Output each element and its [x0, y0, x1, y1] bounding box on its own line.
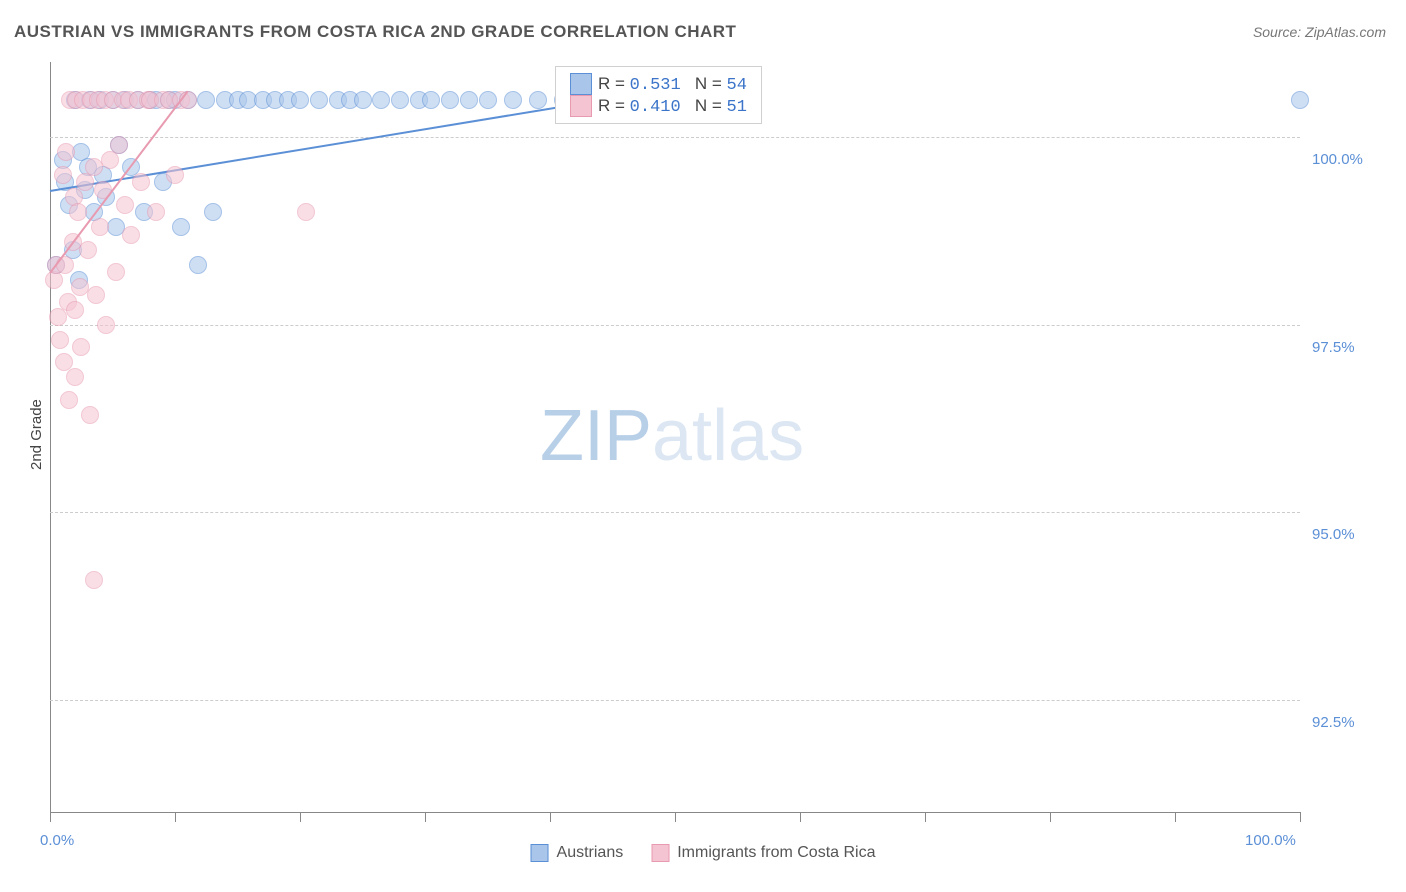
x-tick	[300, 812, 301, 822]
data-point	[291, 91, 309, 109]
x-tick	[425, 812, 426, 822]
source-label: Source: ZipAtlas.com	[1253, 24, 1386, 40]
y-tick-label: 97.5%	[1312, 339, 1355, 356]
x-tick-label: 0.0%	[40, 832, 74, 849]
data-point	[85, 158, 103, 176]
x-tick	[50, 812, 51, 822]
legend-row: R = 0.531 N = 54	[570, 73, 747, 95]
data-point	[172, 218, 190, 236]
x-tick	[175, 812, 176, 822]
legend-label: Immigrants from Costa Rica	[677, 844, 875, 862]
data-point	[60, 391, 78, 409]
data-point	[147, 203, 165, 221]
gridline	[50, 137, 1300, 138]
data-point	[110, 136, 128, 154]
data-point	[132, 173, 150, 191]
scatter-chart: 100.0%97.5%95.0%92.5%0.0%100.0%	[50, 62, 1300, 812]
data-point	[51, 331, 69, 349]
data-point	[197, 91, 215, 109]
data-point	[372, 91, 390, 109]
data-point	[297, 203, 315, 221]
legend-label: Austrians	[557, 844, 624, 862]
legend-item: Austrians	[531, 844, 624, 862]
data-point	[460, 91, 478, 109]
legend-swatch	[531, 844, 549, 862]
data-point	[79, 241, 97, 259]
data-point	[91, 218, 109, 236]
x-tick	[1175, 812, 1176, 822]
legend-swatch	[570, 73, 592, 95]
x-tick	[1300, 812, 1301, 822]
data-point	[97, 316, 115, 334]
data-point	[422, 91, 440, 109]
data-point	[85, 571, 103, 589]
data-point	[69, 203, 87, 221]
gridline	[50, 512, 1300, 513]
gridline	[50, 700, 1300, 701]
x-tick	[925, 812, 926, 822]
data-point	[66, 301, 84, 319]
x-tick	[550, 812, 551, 822]
y-tick-label: 100.0%	[1312, 151, 1363, 168]
data-point	[204, 203, 222, 221]
series-legend: Austrians Immigrants from Costa Rica	[531, 844, 876, 862]
data-point	[310, 91, 328, 109]
data-point	[166, 166, 184, 184]
legend-row: R = 0.410 N = 51	[570, 95, 747, 117]
data-point	[54, 166, 72, 184]
data-point	[49, 308, 67, 326]
data-point	[107, 263, 125, 281]
gridline	[50, 325, 1300, 326]
data-point	[57, 143, 75, 161]
data-point	[81, 406, 99, 424]
data-point	[504, 91, 522, 109]
y-tick-label: 92.5%	[1312, 714, 1355, 731]
data-point	[87, 286, 105, 304]
x-tick	[800, 812, 801, 822]
x-tick	[675, 812, 676, 822]
stats-legend: R = 0.531 N = 54 R = 0.410 N = 51	[555, 66, 762, 124]
data-point	[479, 91, 497, 109]
legend-stats: R = 0.531 N = 54	[598, 74, 747, 95]
data-point	[72, 338, 90, 356]
data-point	[1291, 91, 1309, 109]
x-tick	[1050, 812, 1051, 822]
data-point	[391, 91, 409, 109]
legend-item: Immigrants from Costa Rica	[651, 844, 875, 862]
data-point	[116, 196, 134, 214]
data-point	[354, 91, 372, 109]
legend-swatch	[651, 844, 669, 862]
data-point	[189, 256, 207, 274]
data-point	[66, 368, 84, 386]
data-point	[122, 226, 140, 244]
data-point	[441, 91, 459, 109]
legend-stats: R = 0.410 N = 51	[598, 96, 747, 117]
y-axis-label: 2nd Grade	[28, 399, 45, 470]
trend-line	[50, 101, 588, 191]
y-tick-label: 95.0%	[1312, 526, 1355, 543]
data-point	[529, 91, 547, 109]
x-tick-label: 100.0%	[1245, 832, 1296, 849]
chart-title: AUSTRIAN VS IMMIGRANTS FROM COSTA RICA 2…	[14, 22, 736, 42]
legend-swatch	[570, 95, 592, 117]
